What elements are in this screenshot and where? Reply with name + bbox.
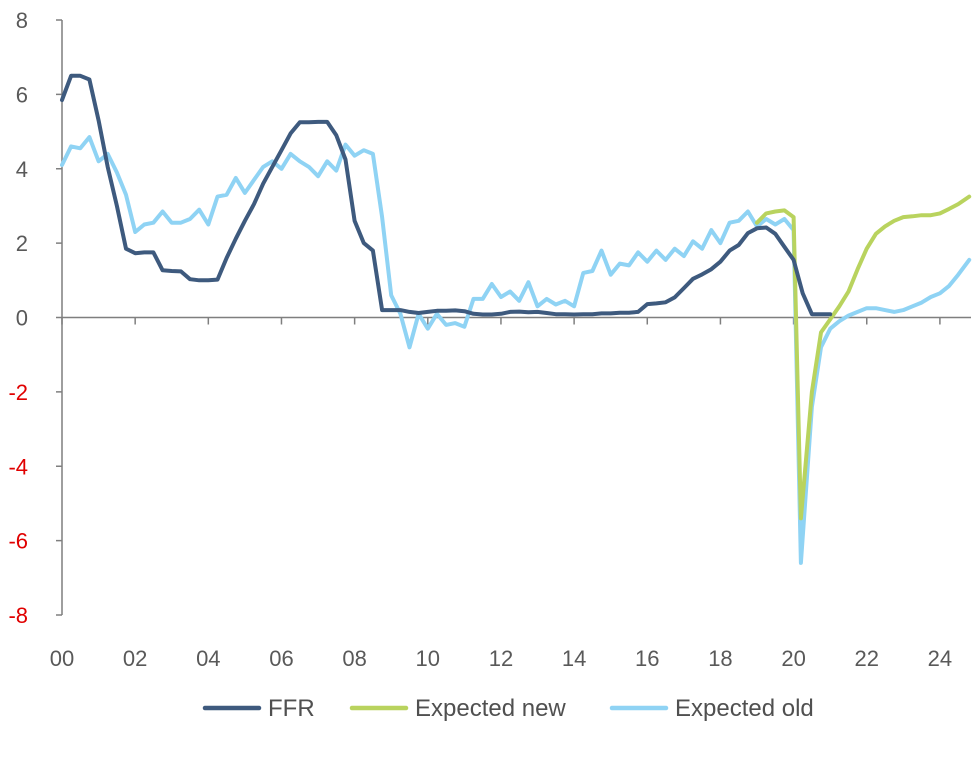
y-tick-label: 4 [16,157,28,182]
y-tick-label: 0 [16,306,28,331]
x-tick-label: 16 [635,646,659,671]
legend-label-ffr: FFR [268,695,315,722]
series-line-expected-old [60,135,972,565]
x-tick-label: 10 [416,646,440,671]
x-tick-label: 24 [928,646,952,671]
x-tick-label: 08 [342,646,366,671]
series-line-expected-new [755,194,972,521]
x-tick-label: 02 [123,646,147,671]
x-tick-label: 00 [50,646,74,671]
y-tick-label: 6 [16,82,28,107]
legend: FFR Expected new Expected old [202,695,814,722]
series-line-ffr [60,73,833,317]
x-tick-label: 12 [489,646,513,671]
x-tick-label: 20 [781,646,805,671]
y-tick-label: -4 [8,454,28,479]
y-tick-label: -2 [8,380,28,405]
legend-label-expected-new: Expected new [415,695,566,722]
x-tick-label: 18 [708,646,732,671]
y-tick-label: -8 [8,603,28,628]
y-tick-label: 2 [16,231,28,256]
x-tick-label: 04 [196,646,220,671]
legend-label-expected-old: Expected old [675,695,814,722]
series-layer [60,73,972,565]
y-tick-label: 8 [16,8,28,33]
y-tick-label: -6 [8,529,28,554]
x-tick-label: 22 [855,646,879,671]
x-tick-label: 14 [562,646,586,671]
x-tick-label: 06 [269,646,293,671]
